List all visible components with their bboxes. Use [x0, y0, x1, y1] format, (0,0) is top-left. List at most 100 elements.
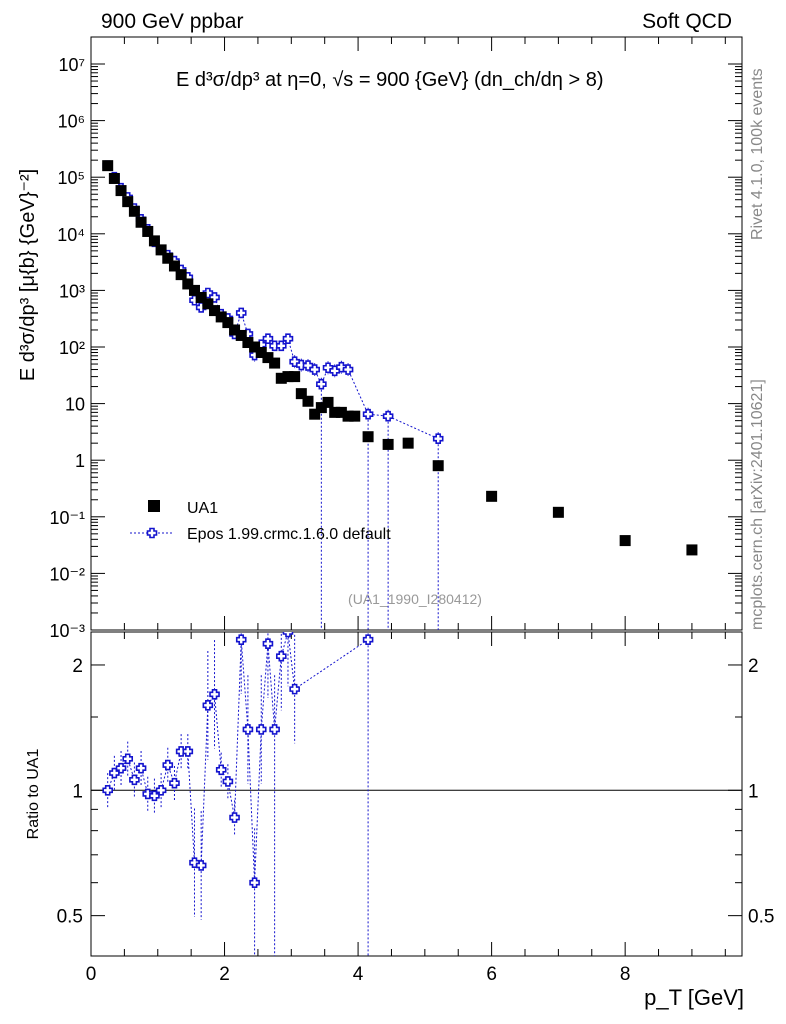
- ratio-axis-ticks: 0.5 0.5 1 1 2 2: [57, 656, 775, 928]
- y-tick-label: 10⁻³: [49, 621, 85, 641]
- ua1-point: [349, 410, 361, 422]
- ratio-point: [275, 650, 287, 662]
- x-axis-ticks: 0 2 4 6 8: [86, 37, 726, 985]
- ua1-point: [619, 535, 631, 547]
- ua1-series: [102, 160, 698, 556]
- epos-ratio-series: [102, 632, 374, 956]
- ua1-point: [175, 269, 187, 281]
- ratio-point: [255, 724, 267, 735]
- ratio-point: [155, 785, 167, 796]
- ratio-point: [249, 877, 260, 888]
- ua1-point: [108, 172, 120, 184]
- ua1-point: [309, 408, 321, 420]
- epos-point: [275, 340, 287, 352]
- header-right: Soft QCD: [642, 10, 732, 33]
- ua1-point: [222, 317, 234, 329]
- ua1-point: [188, 284, 200, 296]
- epos-point: [382, 410, 394, 422]
- ratio-point: [222, 776, 234, 787]
- ratio-point: [235, 634, 247, 645]
- ua1-point: [255, 346, 267, 358]
- y-tick-label: 10⁶: [58, 112, 85, 132]
- ua1-point: [209, 305, 221, 317]
- ratio-point: [135, 762, 147, 774]
- ua1-point: [329, 406, 341, 418]
- ua1-point: [486, 490, 498, 502]
- ratio-tick-label: 0.5: [57, 907, 83, 928]
- main-ylabel: E d³σ/dp³ [μ{b} {GeV}⁻²]: [17, 169, 39, 381]
- ratio-point: [122, 753, 134, 765]
- y-tick-label: 10⁴: [57, 225, 85, 245]
- ratio-point: [169, 777, 180, 789]
- legend-epos-label: Epos 1.99.crmc.1.6.0 default: [187, 526, 391, 543]
- ratio-tick-label-right: 2: [748, 656, 759, 677]
- epos-point: [235, 307, 247, 319]
- ratio-tick-label: 2: [72, 656, 83, 677]
- ua1-point: [102, 160, 114, 172]
- legend-ua1-marker: [148, 500, 160, 512]
- ua1-point: [432, 460, 444, 472]
- epos-series: [102, 160, 444, 630]
- y-tick-label: 10⁻¹: [49, 508, 85, 528]
- legend: UA1 Epos 1.99.crmc.1.6.0 default: [130, 500, 391, 543]
- ua1-point: [235, 329, 247, 341]
- mcplots-label: mcplots.cern.ch [arXiv:2401.10621]: [749, 379, 766, 630]
- watermark: (UA1_1990_I280412): [348, 591, 482, 607]
- ua1-point: [195, 291, 207, 303]
- ua1-point: [302, 395, 314, 407]
- ratio-point: [115, 762, 127, 774]
- ua1-point: [282, 371, 294, 383]
- ratio-point: [282, 632, 294, 638]
- ua1-point: [242, 337, 254, 349]
- ua1-point: [552, 506, 564, 518]
- x-tick-label: 4: [353, 964, 364, 985]
- ratio-point: [229, 812, 240, 823]
- x-tick-label: 6: [486, 964, 497, 985]
- ratio-point: [149, 790, 160, 802]
- ua1-point: [382, 438, 394, 450]
- ua1-point: [269, 357, 281, 369]
- ua1-point: [142, 225, 154, 237]
- ratio-point: [269, 724, 280, 735]
- rivet-label: Rivet 4.1.0, 100k events: [749, 68, 766, 240]
- y-tick-label: 10³: [59, 281, 85, 301]
- ua1-point: [322, 396, 334, 408]
- ratio-point: [195, 860, 207, 871]
- epos-point: [362, 408, 374, 420]
- legend-epos-cross: [146, 527, 158, 539]
- y-tick-label: 10⁻²: [49, 564, 85, 584]
- ratio-point: [362, 634, 374, 645]
- ratio-point: [109, 767, 120, 779]
- ua1-point: [182, 278, 194, 290]
- main-axis-ticks: 10⁻³ 10⁻² 10⁻¹ 1 10 10² 10³ 10⁴ 10⁵ 10⁶ 10⁷: [49, 55, 742, 641]
- ua1-point: [168, 260, 180, 272]
- y-tick-label: 10²: [59, 338, 85, 358]
- ua1-point: [229, 324, 241, 336]
- header-left: 900 GeV ppbar: [101, 10, 243, 33]
- x-axis-label: p_T [GeV]: [644, 985, 744, 1010]
- legend-ua1-label: UA1: [187, 500, 218, 517]
- ratio-frame: [90, 631, 743, 957]
- ua1-point: [128, 205, 140, 217]
- epos-point: [209, 292, 220, 303]
- ratio-ylabel: Ratio to UA1: [25, 749, 42, 840]
- ua1-point: [148, 235, 160, 247]
- epos-point: [316, 378, 327, 390]
- epos-point: [309, 364, 320, 375]
- ua1-point: [262, 352, 274, 364]
- ua1-point: [122, 196, 134, 208]
- ratio-point: [209, 689, 220, 700]
- ua1-point: [275, 372, 287, 384]
- ua1-point: [115, 185, 127, 197]
- ua1-point: [289, 371, 301, 383]
- ua1-point: [249, 341, 261, 353]
- y-tick-label: 10⁵: [58, 168, 85, 188]
- legend-epos-marker: [149, 523, 155, 527]
- epos-point: [282, 333, 294, 345]
- ratio-tick-label-right: 0.5: [748, 907, 774, 928]
- ratio-point: [262, 638, 274, 649]
- main-title: E d³σ/dp³ at η=0, √s = 900 {GeV} (dn_ch/…: [176, 69, 603, 91]
- ua1-point: [215, 311, 227, 323]
- x-tick-label: 8: [620, 964, 631, 985]
